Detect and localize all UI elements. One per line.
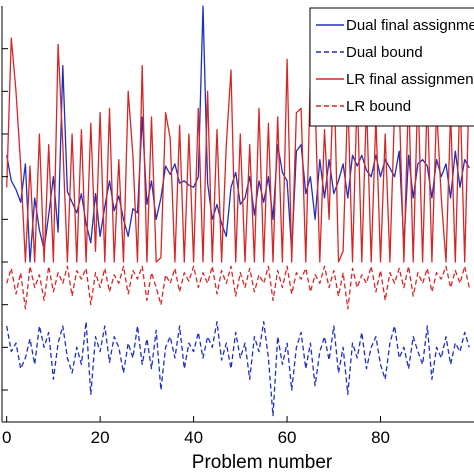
axes-layer: 0 20 40 60 80	[1, 6, 474, 447]
series-lr-bound	[6, 265, 470, 310]
x-tick-label-1: 20	[91, 428, 110, 447]
series-layer	[6, 5, 470, 417]
x-tick-label-4: 80	[371, 428, 390, 447]
legend: Dual final assignment Dual bound LR final …	[309, 7, 474, 127]
x-tick-label-0: 0	[2, 428, 11, 447]
legend-label-0: Dual final assignment	[346, 17, 474, 34]
series-dual-bound	[6, 321, 470, 417]
x-axis-label: Problem number	[192, 452, 333, 473]
series-lr-final-assignment	[6, 37, 470, 263]
legend-label-3: LR bound	[346, 98, 411, 115]
legend-box	[309, 7, 474, 127]
legend-label-2: LR final assignment	[346, 71, 474, 88]
x-tick-label-3: 60	[278, 428, 297, 447]
legend-label-1: Dual bound	[346, 44, 423, 61]
x-tick-label-2: 40	[184, 428, 203, 447]
